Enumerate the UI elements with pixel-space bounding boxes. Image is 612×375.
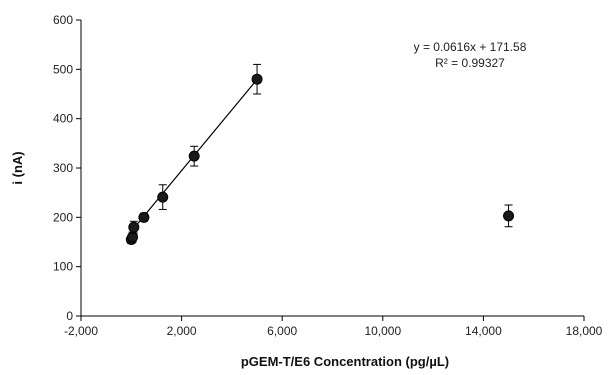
trendline-equation: y = 0.0616x + 171.58 <box>414 40 527 54</box>
data-point <box>128 221 140 233</box>
x-tick-label: 18,000 <box>566 324 603 338</box>
x-tick-label: 6,000 <box>267 324 297 338</box>
data-point <box>157 191 169 203</box>
x-tick-label: 2,000 <box>167 324 197 338</box>
y-tick-label: 100 <box>53 260 73 274</box>
x-tick-label: 10,000 <box>364 324 401 338</box>
y-tick-label: 500 <box>53 62 73 76</box>
y-tick-label: 400 <box>53 112 73 126</box>
r-squared-label: R² = 0.99327 <box>435 56 505 70</box>
data-point <box>138 211 150 223</box>
data-point <box>188 150 200 162</box>
x-axis-title: pGEM-T/E6 Concentration (pg/µL) <box>241 354 449 369</box>
plot-area: 0 100 200 300 400 500 600 -2,000 2,000 6,000 10,00… <box>53 13 603 338</box>
y-tick-label: 200 <box>53 210 73 224</box>
y-tick-label: 300 <box>53 161 73 175</box>
x-tick-label: -2,000 <box>64 324 98 338</box>
data-point <box>503 210 515 222</box>
y-axis-title: i (nA) <box>10 151 25 184</box>
y-tick-label: 600 <box>53 13 73 27</box>
x-tick-label: 14,000 <box>465 324 502 338</box>
data-point <box>251 73 263 85</box>
y-tick-label: 0 <box>66 309 73 323</box>
